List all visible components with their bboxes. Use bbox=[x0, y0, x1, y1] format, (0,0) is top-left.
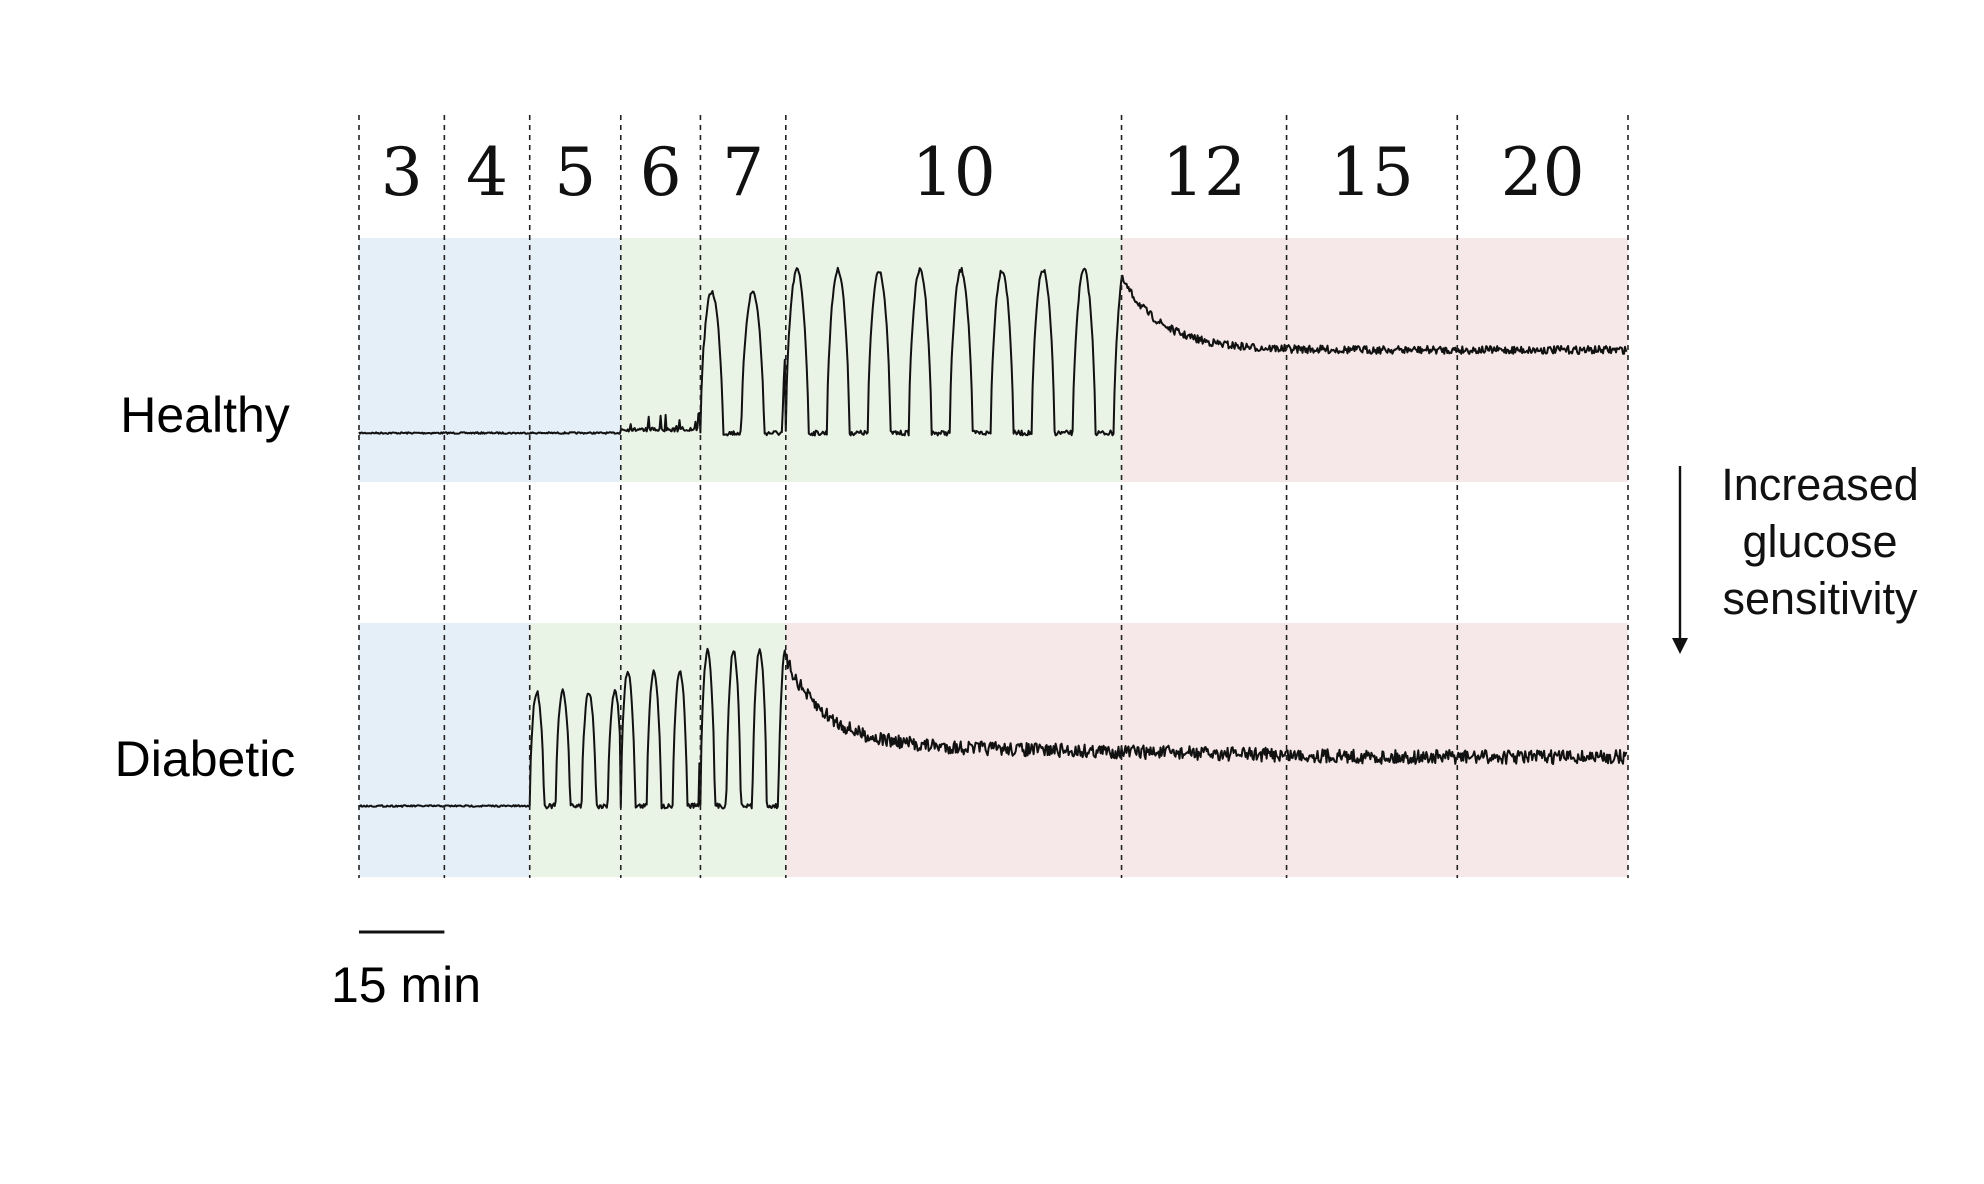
trace-diabetic bbox=[359, 647, 1628, 810]
glucose-level-label-7: 7 bbox=[722, 134, 764, 211]
regime-band-healthy-green bbox=[620, 238, 1122, 482]
annotation-line-1: Increased bbox=[1721, 459, 1919, 510]
glucose-level-label-6: 6 bbox=[640, 134, 682, 211]
glucose-level-label-12: 12 bbox=[1162, 134, 1246, 211]
regime-band-diabetic-green bbox=[529, 623, 786, 877]
row-label-healthy: Healthy bbox=[120, 387, 290, 443]
regime-band-healthy-blue bbox=[359, 238, 621, 482]
regime-band-healthy-red bbox=[1121, 238, 1628, 482]
concentration-dividers bbox=[358, 115, 1629, 878]
calcium-traces bbox=[358, 266, 1628, 810]
concentration-labels: 3 4 5 6 7 10 12 15 20 bbox=[381, 134, 1585, 211]
glucose-level-label-20: 20 bbox=[1501, 134, 1585, 211]
glucose-level-label-15: 15 bbox=[1330, 134, 1414, 211]
glucose-level-label-4: 4 bbox=[466, 134, 508, 211]
row-label-diabetic: Diabetic bbox=[115, 731, 296, 787]
sensitivity-annotation: Increased glucose sensitivity bbox=[1672, 459, 1919, 654]
scale-bar-label: 15 min bbox=[331, 957, 481, 1013]
annotation-line-2: glucose bbox=[1742, 516, 1897, 567]
annotation-line-3: sensitivity bbox=[1722, 573, 1918, 624]
trace-healthy bbox=[358, 266, 1628, 437]
glucose-level-label-5: 5 bbox=[554, 134, 596, 211]
arrow-head-icon bbox=[1672, 638, 1688, 654]
glucose-level-label-10: 10 bbox=[912, 134, 996, 211]
glucose-level-label-3: 3 bbox=[381, 134, 423, 211]
scale-bar: 15 min bbox=[331, 930, 481, 1013]
